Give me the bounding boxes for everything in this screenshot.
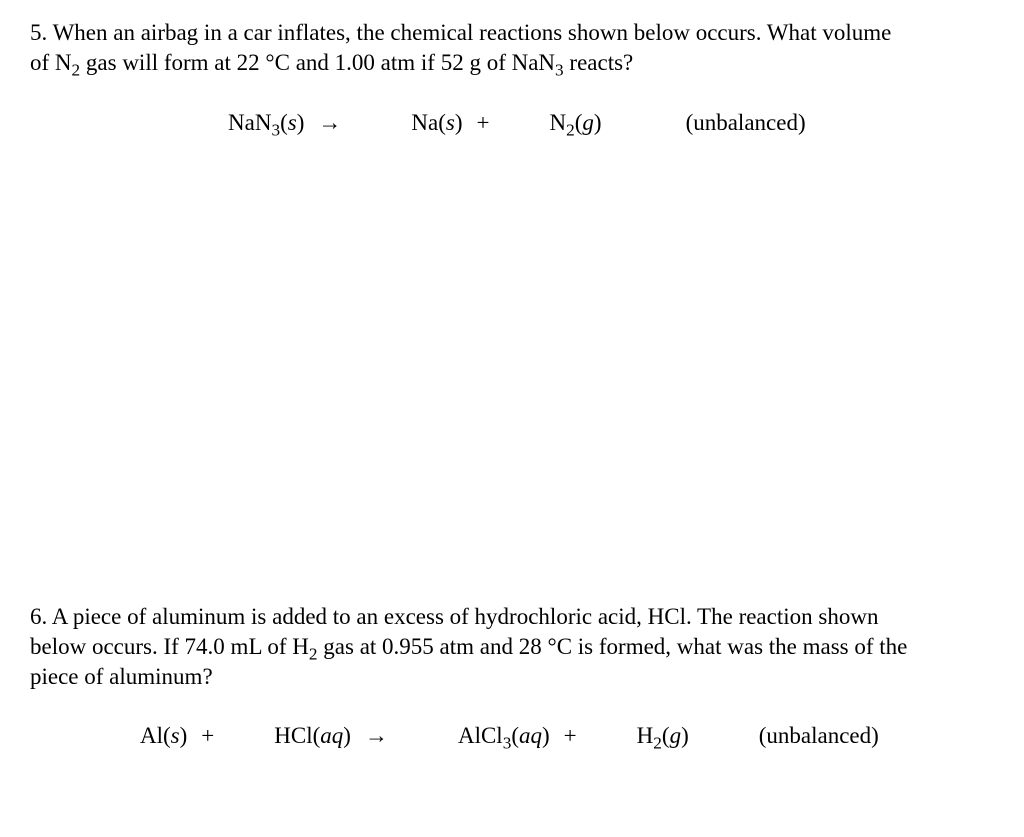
- eq6-product2-state: g: [670, 723, 682, 748]
- equation-6: Al(s)+HCl(aq)→AlCl3(aq)+H2(g)(unbalanced…: [140, 723, 994, 749]
- problem-6-number: 6.: [30, 604, 47, 629]
- arrow-icon: →: [365, 723, 388, 749]
- page: 5. When an airbag in a car inflates, the…: [0, 0, 1024, 791]
- problem-5-sub1: 2: [72, 60, 81, 79]
- eq5-note: (unbalanced): [686, 110, 806, 135]
- problem-6-sub1: 2: [309, 644, 318, 663]
- problem-5-line2b: gas will form at 22 °C and 1.00 atm if 5…: [80, 50, 555, 75]
- eq5-reactant1-state: s: [288, 110, 297, 135]
- eq6-reactant2-state: aq: [320, 723, 343, 748]
- eq6-product2-sub: 2: [653, 734, 662, 753]
- eq5-product1-state: s: [446, 110, 455, 135]
- eq6-reactant2: HCl: [274, 723, 312, 748]
- eq6-note: (unbalanced): [759, 723, 879, 748]
- problem-6-line2b: gas at 0.955 atm and 28 °C is formed, wh…: [318, 634, 908, 659]
- problem-5-number: 5.: [30, 20, 47, 45]
- plus-icon: +: [201, 723, 214, 748]
- eq6-reactant1: Al: [140, 723, 163, 748]
- eq5-reactant1: NaN: [228, 110, 271, 135]
- problem-6-line3: piece of aluminum?: [30, 664, 213, 689]
- problem-5-text: 5. When an airbag in a car inflates, the…: [30, 18, 994, 78]
- problem-6-text: 6. A piece of aluminum is added to an ex…: [30, 602, 994, 692]
- problem-6-line1: A piece of aluminum is added to an exces…: [52, 604, 879, 629]
- problem-5-line2c: reacts?: [564, 50, 634, 75]
- eq5-product1: Na: [411, 110, 438, 135]
- plus-icon: +: [476, 110, 489, 135]
- problem-6: 6. A piece of aluminum is added to an ex…: [30, 602, 994, 750]
- plus-icon: +: [564, 723, 577, 748]
- eq5-product2: N: [549, 110, 566, 135]
- spacer: [30, 154, 994, 602]
- eq6-product1-sub: 3: [503, 734, 512, 753]
- problem-5-line2a: of N: [30, 50, 72, 75]
- eq5-product2-sub: 2: [566, 120, 575, 139]
- eq6-product1-state: aq: [519, 723, 542, 748]
- eq6-product2: H: [637, 723, 654, 748]
- eq6-reactant1-state: s: [171, 723, 180, 748]
- eq5-reactant1-sub: 3: [271, 120, 280, 139]
- problem-5: 5. When an airbag in a car inflates, the…: [30, 18, 994, 136]
- eq6-product1: AlCl: [458, 723, 503, 748]
- eq5-product2-state: g: [582, 110, 594, 135]
- equation-5: NaN3(s)→Na(s)+N2(g)(unbalanced): [228, 110, 994, 136]
- problem-6-line2a: below occurs. If 74.0 mL of H: [30, 634, 309, 659]
- arrow-icon: →: [318, 110, 341, 136]
- problem-5-line1: When an airbag in a car inflates, the ch…: [53, 20, 892, 45]
- problem-5-sub2: 3: [555, 60, 564, 79]
